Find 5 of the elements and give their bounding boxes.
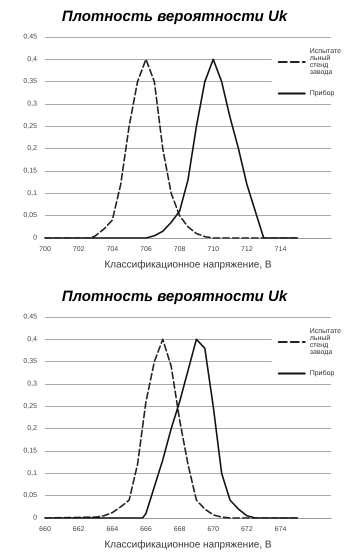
x-axis-title: Классификационное напряжение, В bbox=[104, 540, 272, 550]
chart-title: Плотность вероятности Uk bbox=[62, 8, 288, 25]
line-series bbox=[44, 58, 298, 239]
x-axis-title: Классификационное напряжение, В bbox=[104, 260, 272, 270]
chart-title: Плотность вероятности Uk bbox=[62, 288, 288, 305]
